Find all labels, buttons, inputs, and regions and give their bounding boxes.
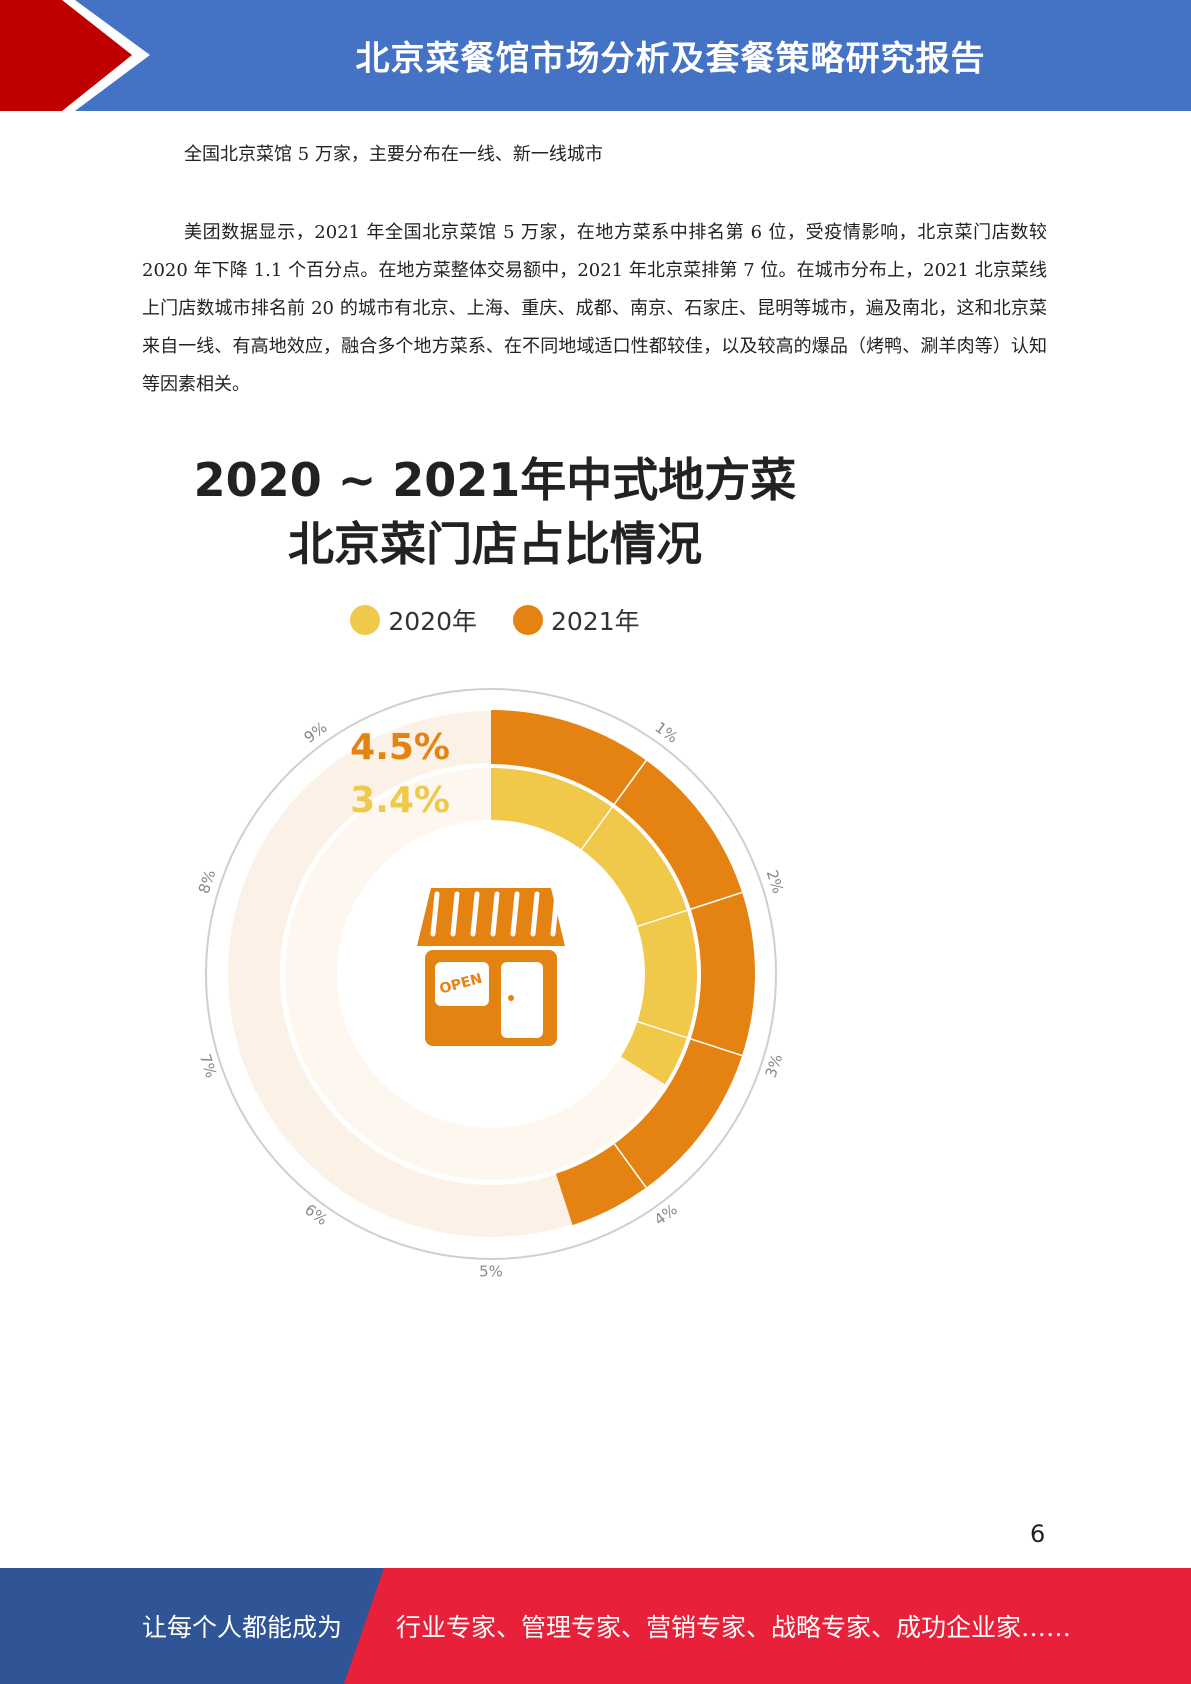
bar-divider bbox=[637, 909, 688, 928]
legend-swatch-2020 bbox=[350, 605, 381, 635]
awning-stripe bbox=[510, 891, 520, 937]
page-footer: 让每个人都能成为 行业专家、管理专家、营销专家、战略专家、成功企业家…… bbox=[0, 1568, 1191, 1684]
radial-bar-chart: 1%2%3%4%5%6%7%8%9%OPEN bbox=[195, 688, 787, 1281]
footer-band bbox=[0, 1568, 1191, 1684]
legend-label-2020: 2020年 bbox=[388, 607, 477, 636]
bar-2021年 bbox=[491, 710, 756, 1226]
awning-stripe bbox=[450, 891, 460, 937]
tick-label: 5% bbox=[479, 1263, 503, 1281]
bar-divider bbox=[690, 891, 743, 910]
bar-divider bbox=[690, 1038, 743, 1057]
awning-stripe bbox=[530, 891, 540, 937]
legend-item-2020: 2020年 bbox=[350, 602, 477, 638]
tick-label: 8% bbox=[195, 868, 219, 896]
body-paragraph: 美团数据显示，2021 年全国北京菜馆 5 万家，在地方菜系中排名第 6 位，受… bbox=[142, 222, 1047, 395]
awning-stripe bbox=[430, 891, 440, 937]
header-band bbox=[0, 0, 1191, 111]
shop-door bbox=[501, 962, 543, 1038]
chart-title: 2020 ~ 2021年中式地方菜 北京菜门店占比情况 bbox=[180, 448, 810, 576]
shop-window bbox=[435, 962, 489, 1006]
bar-divider bbox=[613, 1143, 647, 1189]
legend-item-2021: 2021年 bbox=[513, 602, 640, 638]
chart-legend: 2020年 2021年 bbox=[180, 602, 810, 638]
bar-divider bbox=[637, 1020, 688, 1039]
door-knob bbox=[508, 995, 514, 1001]
bar-divider bbox=[613, 759, 647, 805]
value-label-2020: 3.4% bbox=[350, 780, 450, 821]
shop-open-icon: OPEN bbox=[417, 888, 565, 1046]
chart-title-line2: 北京菜门店占比情况 bbox=[288, 517, 702, 571]
header-arrow-icon bbox=[0, 0, 132, 111]
awning-stripe bbox=[550, 891, 560, 937]
section-subheading: 全国北京菜馆 5 万家，主要分布在一线、新一线城市 bbox=[184, 144, 603, 165]
value-label-2021: 4.5% bbox=[350, 727, 450, 768]
awning-stripe bbox=[490, 891, 500, 937]
awning-stripe bbox=[470, 891, 480, 937]
tick-label: 6% bbox=[301, 1200, 331, 1229]
page-header: 北京菜餐馆市场分析及套餐策略研究报告 bbox=[0, 0, 1191, 111]
bar-2020年 bbox=[491, 768, 697, 1085]
chart-figure: 1% 2% 3% 4% 5% 6% 7% 8% 9% OPEN 2020 ~ 2021年中式地方菜… bbox=[180, 440, 810, 1295]
legend-swatch-2021 bbox=[513, 605, 543, 635]
tick-label: 3% bbox=[762, 1052, 786, 1080]
chart-title-line1: 2020 ~ 2021年中式地方菜 bbox=[193, 453, 797, 507]
page-number: 6 bbox=[1030, 1520, 1046, 1548]
bar-divider bbox=[580, 806, 613, 850]
tick-label: 4% bbox=[651, 1200, 681, 1229]
footer-slogan-right: 行业专家、管理专家、营销专家、战略专家、成功企业家…… bbox=[396, 1613, 1072, 1642]
tick-label: 2% bbox=[763, 868, 787, 896]
footer-slogan-left: 让每个人都能成为 bbox=[142, 1613, 343, 1642]
chart-outer-ring bbox=[205, 688, 777, 1260]
tick-label: 7% bbox=[196, 1052, 220, 1080]
legend-label-2021: 2021年 bbox=[551, 607, 640, 636]
report-title: 北京菜餐馆市场分析及套餐策略研究报告 bbox=[355, 39, 986, 79]
